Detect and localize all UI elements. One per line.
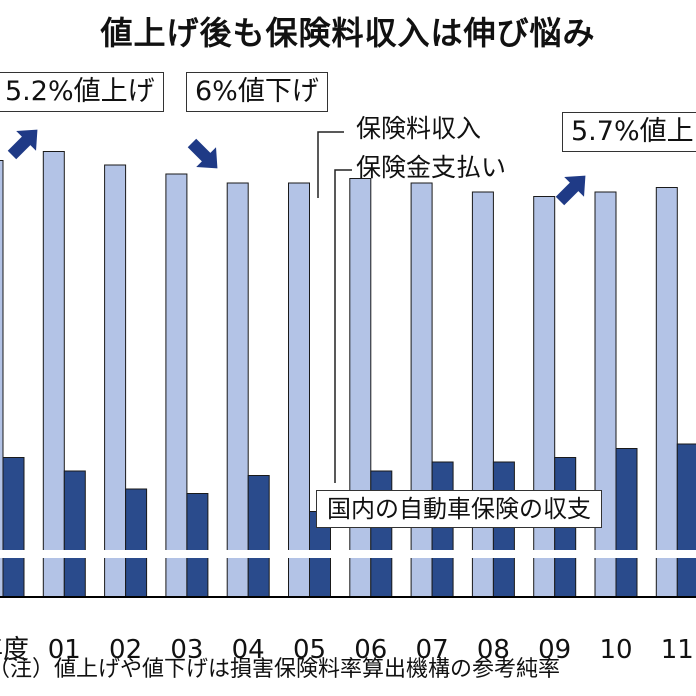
price-hike-arrow-icon xyxy=(7,129,38,160)
x-tick-label-年度: 年度 xyxy=(0,635,29,665)
income-bar-11 xyxy=(655,187,678,598)
income-bar-04 xyxy=(226,182,249,598)
section-label-box: 国内の自動車保険の収支 xyxy=(316,490,602,528)
payout-bar-01 xyxy=(63,470,86,598)
series-label-payout: 保険金支払い xyxy=(356,153,506,182)
income-bar-07 xyxy=(410,182,433,598)
x-tick-label-09: 09 xyxy=(538,635,571,665)
x-tick-label-10: 10 xyxy=(599,635,632,665)
income-bar-08 xyxy=(471,191,494,598)
axis-break-band xyxy=(0,550,696,558)
payout-bar-02 xyxy=(125,488,148,598)
income-bar-10 xyxy=(594,191,617,598)
income-bar-02 xyxy=(104,164,127,598)
income-bar-06 xyxy=(349,178,372,598)
income-label-leader xyxy=(317,131,344,198)
income-bar-09 xyxy=(533,196,556,598)
payout-bar-年度 xyxy=(2,457,25,598)
price-hike-arrow-icon-2 xyxy=(555,175,586,206)
annotation-price-hike-52: 5.2%値上げ xyxy=(0,72,164,112)
x-tick-label-06: 06 xyxy=(354,635,387,665)
x-tick-label-08: 08 xyxy=(477,635,510,665)
chart-title: 値上げ後も保険料収入は伸び悩み xyxy=(100,14,596,52)
annotation-price-hike-57: 5.7%値上げ xyxy=(562,112,696,152)
payout-bar-10 xyxy=(615,448,638,598)
payout-bar-03 xyxy=(186,493,209,598)
annotation-price-cut-6: 6%値下げ xyxy=(186,72,328,112)
x-tick-label-05: 05 xyxy=(293,635,326,665)
income-bar-01 xyxy=(42,151,65,598)
series-label-income: 保険料収入 xyxy=(356,114,481,143)
x-tick-label-01: 01 xyxy=(48,635,81,665)
income-bar-05 xyxy=(288,182,310,598)
x-tick-label-02: 02 xyxy=(109,635,142,665)
x-tick-label-11: 11 xyxy=(661,635,694,665)
footnote: （注）値上げや値下げは損害保険料率算出機構の参考純率 xyxy=(0,657,561,682)
x-tick-label-04: 04 xyxy=(232,635,265,665)
payout-bar-04 xyxy=(247,475,270,598)
payout-bar-08 xyxy=(492,461,515,598)
payout-bar-07 xyxy=(431,461,454,598)
payout-bar-11 xyxy=(676,443,696,598)
income-bar-年度 xyxy=(0,160,4,598)
x-tick-label-03: 03 xyxy=(170,635,203,665)
income-bar-03 xyxy=(165,173,188,598)
price-cut-arrow-icon xyxy=(187,138,218,169)
payout-label-leader xyxy=(334,169,352,483)
x-tick-label-07: 07 xyxy=(416,635,449,665)
